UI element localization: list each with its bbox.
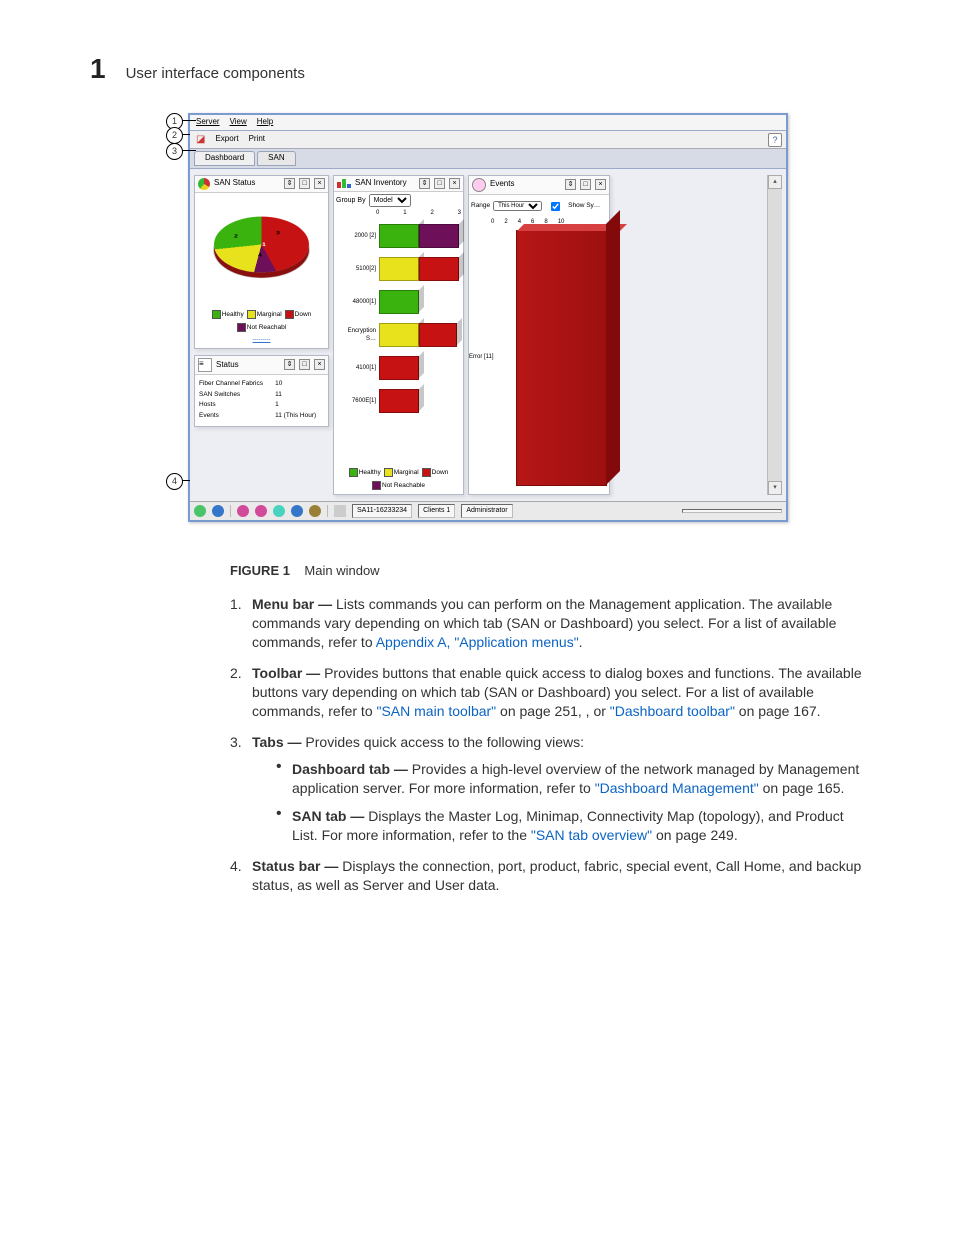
tabs: Dashboard SAN — [190, 149, 786, 169]
maximize-icon[interactable]: □ — [580, 179, 591, 190]
status-icon[interactable] — [273, 505, 285, 517]
desc-san-tab: SAN tab — Displays the Master Log, Minim… — [276, 807, 864, 845]
san-inventory-widget: SAN Inventory ⇕ □ × Group By Model 0123 … — [333, 175, 464, 495]
san-status-legend: Healthy Marginal Down Not Reachabl — [199, 310, 324, 333]
status-icon[interactable] — [212, 505, 224, 517]
vertical-scrollbar[interactable] — [767, 175, 782, 495]
inventory-axis: 0123 — [334, 209, 463, 217]
statusbar: SA11-16233234 Clients 1 Administrator — [190, 501, 786, 520]
app-icon: ◪ — [196, 133, 205, 147]
san-status-pie: 3 2 1 4 — [214, 216, 309, 272]
description-list: Menu bar — Lists commands you can perfor… — [230, 595, 864, 895]
menu-view[interactable]: View — [230, 117, 247, 128]
callout-line — [182, 150, 196, 151]
menu-help[interactable]: Help — [257, 117, 273, 128]
range-select[interactable]: This Hour — [493, 201, 542, 211]
link-appendix-a[interactable]: Appendix A, "Application menus" — [376, 634, 579, 650]
status-table: Fiber Channel Fabrics10 SAN Switches11 H… — [199, 379, 324, 422]
print-button[interactable]: Print — [249, 134, 265, 145]
close-icon[interactable]: × — [314, 178, 325, 189]
inventory-row: 48000[1] — [338, 287, 459, 317]
clock-icon — [472, 178, 486, 192]
help-icon[interactable]: ? — [768, 133, 782, 147]
callout-4: 4 — [166, 473, 183, 490]
statusbar-blank — [682, 509, 782, 513]
san-status-widget: SAN Status ⇕ □ × 3 2 1 4 Healthy — [194, 175, 329, 349]
pie-icon — [198, 178, 210, 190]
link-san-toolbar[interactable]: "SAN main toolbar" — [377, 703, 497, 719]
inventory-row: 2000 [2] — [338, 221, 459, 251]
chapter-title: User interface components — [126, 64, 305, 84]
widget-title: SAN Inventory — [355, 178, 415, 189]
clients-count: Clients 1 — [418, 504, 455, 517]
callout-3: 3 — [166, 143, 183, 160]
widget-title: SAN Status — [214, 178, 280, 189]
server-name: SA11-16233234 — [352, 504, 412, 517]
desc-dashboard-tab: Dashboard tab — Provides a high-level ov… — [276, 760, 864, 798]
desc-toolbar: Toolbar — Provides buttons that enable q… — [230, 664, 864, 721]
server-icon[interactable] — [334, 505, 346, 517]
inventory-legend: Healthy Marginal Down Not Reachable — [334, 465, 463, 494]
maximize-icon[interactable]: □ — [434, 178, 445, 189]
user-name: Administrator — [461, 504, 512, 517]
list-icon: ≡ — [198, 358, 212, 372]
figure-caption: FIGURE 1 Main window — [230, 562, 864, 580]
toolbar: ◪ Export Print ? — [190, 131, 786, 150]
menu-server[interactable]: Server — [196, 117, 220, 128]
bars-icon — [337, 178, 351, 188]
callout-2: 2 — [166, 127, 183, 144]
inventory-row: 4100[1] — [338, 353, 459, 383]
app-window: Server View Help ◪ Export Print ? Dashbo… — [188, 113, 788, 522]
callout-line — [182, 120, 196, 121]
widget-title: Status — [216, 360, 280, 371]
desc-statusbar: Status bar — Displays the connection, po… — [230, 857, 864, 895]
drilldown-link[interactable]: --------- — [253, 336, 271, 344]
export-button[interactable]: Export — [215, 134, 238, 145]
menubar[interactable]: Server View Help — [190, 115, 786, 131]
events-widget: Events ⇕ □ × Range This Hour Show Sy… 02… — [468, 175, 610, 495]
status-icon[interactable] — [255, 505, 267, 517]
desc-tabs: Tabs — Provides quick access to the foll… — [230, 733, 864, 845]
pin-icon[interactable]: ⇕ — [284, 178, 295, 189]
inventory-row: 5100[2] — [338, 254, 459, 284]
dashboard-body: SAN Status ⇕ □ × 3 2 1 4 Healthy — [190, 169, 786, 501]
events-bar — [516, 230, 607, 486]
middle-column: SAN Inventory ⇕ □ × Group By Model 0123 … — [333, 175, 464, 495]
link-dashboard-mgmt[interactable]: "Dashboard Management" — [595, 780, 759, 796]
inventory-bars: 2000 [2]5100[2]48000[1]Encryption S…4100… — [334, 217, 463, 465]
desc-menubar: Menu bar — Lists commands you can perfor… — [230, 595, 864, 652]
status-icon[interactable] — [291, 505, 303, 517]
right-column: Events ⇕ □ × Range This Hour Show Sy… 02… — [468, 175, 763, 495]
link-dashboard-toolbar[interactable]: "Dashboard toolbar" — [610, 703, 735, 719]
maximize-icon[interactable]: □ — [299, 178, 310, 189]
screenshot-figure: 1 2 3 4 Server View Help ◪ Export Print … — [166, 113, 788, 522]
inventory-row: Encryption S… — [338, 320, 459, 350]
status-widget: ≡ Status ⇕ □ × Fiber Channel Fabrics10 S… — [194, 355, 329, 427]
maximize-icon[interactable]: □ — [299, 359, 310, 370]
groupby-select[interactable]: Model — [369, 194, 411, 207]
status-icon[interactable] — [309, 505, 321, 517]
close-icon[interactable]: × — [449, 178, 460, 189]
left-column: SAN Status ⇕ □ × 3 2 1 4 Healthy — [194, 175, 329, 495]
page-header: 1 User interface components — [90, 50, 864, 88]
pin-icon[interactable]: ⇕ — [419, 178, 430, 189]
pin-icon[interactable]: ⇕ — [284, 359, 295, 370]
tab-san[interactable]: SAN — [257, 151, 295, 166]
callouts: 1 2 3 4 — [166, 113, 188, 522]
chapter-number: 1 — [90, 50, 106, 88]
status-icon[interactable] — [237, 505, 249, 517]
inventory-row: 7600E[1] — [338, 386, 459, 416]
tab-dashboard[interactable]: Dashboard — [194, 151, 255, 166]
widget-title: Events — [490, 179, 561, 190]
show-checkbox[interactable] — [551, 202, 560, 211]
link-san-overview[interactable]: "SAN tab overview" — [531, 827, 652, 843]
close-icon[interactable]: × — [595, 179, 606, 190]
status-icon[interactable] — [194, 505, 206, 517]
close-icon[interactable]: × — [314, 359, 325, 370]
pin-icon[interactable]: ⇕ — [565, 179, 576, 190]
